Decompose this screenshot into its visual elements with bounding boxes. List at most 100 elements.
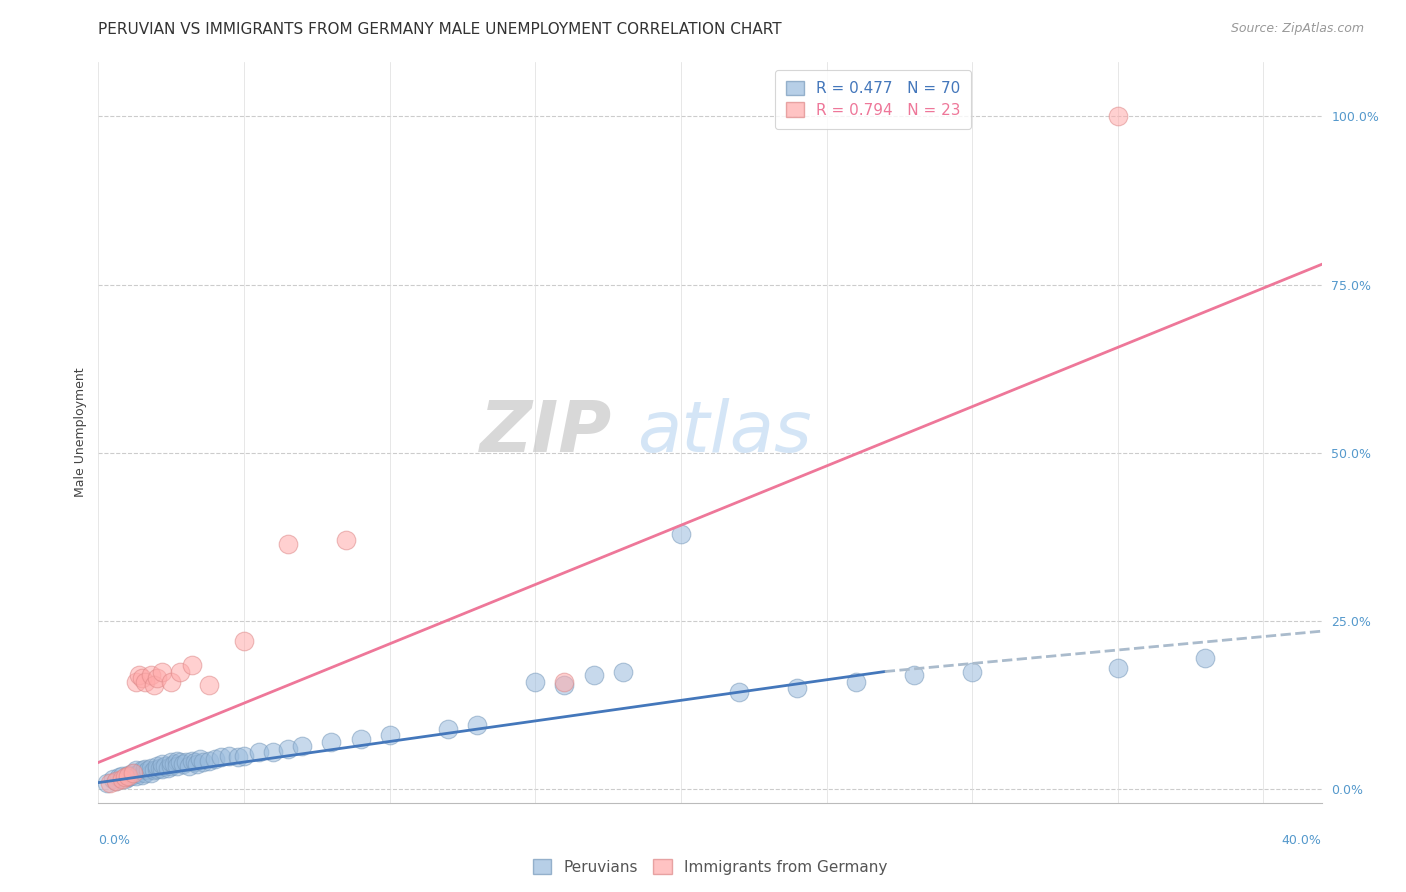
Point [188,752,212,766]
Point [163,756,186,771]
Point [128,668,150,682]
Point [378,729,401,743]
Point [155,758,177,772]
Point [114,770,136,784]
Point [209,750,232,764]
Point [134,762,156,776]
Point [145,758,167,772]
Point [169,756,191,770]
Point [233,634,256,648]
Point [960,665,983,679]
Point [903,668,925,682]
Point [291,739,314,753]
Point [553,674,575,689]
Point [122,767,145,781]
Point [122,765,145,780]
Point [111,772,134,787]
Point [111,769,134,783]
Point [114,772,136,787]
Text: 40.0%: 40.0% [1282,834,1322,847]
Point [172,756,194,771]
Point [128,765,150,780]
Point [169,665,191,679]
Point [204,752,226,766]
Point [131,764,153,778]
Point [145,762,167,776]
Point [104,774,127,789]
Point [524,674,547,689]
Point [321,735,343,749]
Point [1107,661,1129,675]
Point [142,678,165,692]
Point [122,765,145,780]
Point [177,758,200,772]
Legend: Peruvians, Immigrants from Germany: Peruvians, Immigrants from Germany [523,850,897,884]
Point [139,765,162,780]
Point [152,762,174,776]
Point [465,718,488,732]
Point [335,533,357,548]
Point [160,674,183,689]
Point [160,756,183,770]
Point [349,731,371,746]
Point [139,668,162,682]
Point [786,681,808,696]
Point [1194,651,1216,665]
Point [117,767,139,781]
Point [125,674,148,689]
Point [134,674,156,689]
Point [134,765,156,780]
Point [125,764,148,778]
Text: 0.0%: 0.0% [98,834,131,847]
Point [101,772,124,787]
Point [582,668,605,682]
Point [1107,109,1129,123]
Point [669,526,692,541]
Point [149,761,172,775]
Point [180,657,202,672]
Point [198,754,221,768]
Point [152,756,174,771]
Text: PERUVIAN VS IMMIGRANTS FROM GERMANY MALE UNEMPLOYMENT CORRELATION CHART: PERUVIAN VS IMMIGRANTS FROM GERMANY MALE… [98,22,782,37]
Point [104,774,127,789]
Point [183,756,205,770]
Point [612,665,634,679]
Point [166,758,188,772]
Point [166,754,188,768]
Point [136,764,159,778]
Point [108,770,131,784]
Point [180,754,202,768]
Point [262,745,284,759]
Point [125,769,148,783]
Text: Source: ZipAtlas.com: Source: ZipAtlas.com [1230,22,1364,36]
Point [186,756,208,771]
Point [120,769,142,783]
Point [728,685,751,699]
Point [139,761,162,775]
Point [437,722,460,736]
Point [845,674,868,689]
Text: atlas: atlas [637,398,811,467]
Point [145,671,167,685]
Point [157,761,180,775]
Point [174,756,197,770]
Point [226,750,249,764]
Point [233,748,256,763]
Point [117,769,139,783]
Point [277,537,299,551]
Point [193,756,215,770]
Point [198,678,221,692]
Point [218,748,240,763]
Point [96,775,118,789]
Point [131,767,153,781]
Point [152,665,174,679]
Point [131,671,153,685]
Point [247,745,270,759]
Point [142,764,165,778]
Point [117,770,139,784]
Point [98,775,121,789]
Point [553,678,575,692]
Y-axis label: Male Unemployment: Male Unemployment [75,368,87,498]
Point [160,758,183,772]
Point [277,742,299,756]
